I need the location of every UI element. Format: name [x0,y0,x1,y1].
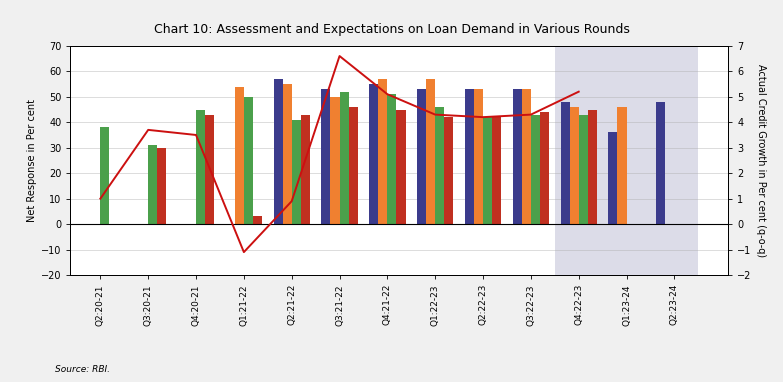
Bar [608,133,618,224]
Bar [618,107,626,224]
Bar [253,217,262,224]
Bar [205,115,215,224]
Bar [100,127,110,224]
Bar [435,107,444,224]
Bar [483,117,493,224]
Bar [417,89,426,224]
Bar [426,79,435,224]
Bar [292,120,301,224]
Y-axis label: Actual Credit Growth in Per cent (q-o-q): Actual Credit Growth in Per cent (q-o-q) [756,64,766,257]
Bar [540,112,549,224]
Bar [513,89,521,224]
Bar [388,94,396,224]
Y-axis label: Net Response in Per cent: Net Response in Per cent [27,99,37,222]
Bar [579,115,588,224]
Bar [465,89,474,224]
Bar [378,79,388,224]
Bar [521,89,531,224]
Bar [396,110,406,224]
Bar [235,87,244,224]
Bar [340,92,348,224]
Bar [330,97,340,224]
Bar [348,107,358,224]
Bar [656,102,666,224]
Bar [283,84,292,224]
Text: Chart 10: Assessment and Expectations on Loan Demand in Various Rounds: Chart 10: Assessment and Expectations on… [153,23,630,36]
Bar [555,46,698,275]
Bar [157,148,166,224]
Bar [561,102,569,224]
Bar [569,107,579,224]
Bar [244,97,253,224]
Bar [493,117,501,224]
Text: Source: RBI.: Source: RBI. [55,365,110,374]
Bar [196,110,205,224]
Bar [531,115,540,224]
Bar [321,89,330,224]
Bar [444,117,453,224]
Bar [370,84,378,224]
Bar [273,79,283,224]
Bar [148,145,157,224]
Bar [474,89,483,224]
Bar [301,115,310,224]
Bar [588,110,597,224]
